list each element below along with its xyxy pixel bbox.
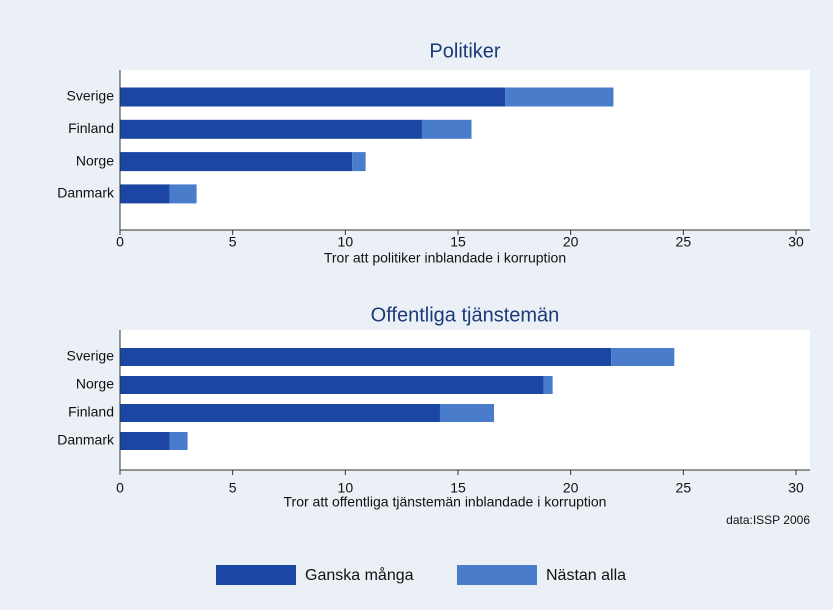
bar-segment [120,152,353,172]
x-tick-label: 30 [788,480,804,496]
chart-title: Offentliga tjänstemän [371,304,560,326]
bar-segment [611,348,675,366]
x-tick-label: 15 [450,234,466,250]
x-tick-label: 5 [229,234,237,250]
bar-segment [120,376,544,394]
bar-segment [439,404,495,422]
x-tick-label: 5 [229,480,237,496]
y-tick-label: Finland [68,120,114,136]
x-tick-label: 25 [676,234,692,250]
legend-swatch [216,565,296,585]
x-tick-label: 15 [450,480,466,496]
y-tick-label: Norge [76,152,114,168]
x-tick-label: 10 [338,480,354,496]
y-tick-label: Danmark [57,432,115,448]
x-tick-label: 0 [116,480,124,496]
y-tick-label: Sverige [67,348,115,364]
y-tick-label: Finland [68,404,114,420]
source-note: data:ISSP 2006 [726,513,810,527]
bar-segment [543,376,553,394]
bar-segment [120,87,506,107]
x-tick-label: 10 [338,234,354,250]
x-tick-label: 30 [788,234,804,250]
bar-segment [352,152,366,172]
bar-segment [120,432,170,450]
x-axis-label: Tror att politiker inblandade i korrupti… [324,250,566,266]
y-tick-label: Norge [76,376,114,392]
x-tick-label: 0 [116,234,124,250]
y-tick-label: Danmark [57,185,115,201]
bar-segment [169,184,197,204]
chart-title: Politiker [429,40,500,62]
bar-segment [421,119,472,139]
bar-segment [120,119,422,139]
x-tick-label: 20 [563,480,579,496]
bar-segment [169,432,188,450]
legend-swatch [457,565,537,585]
x-tick-label: 25 [676,480,692,496]
bar-segment [505,87,614,107]
legend-label: Ganska många [305,566,414,584]
y-tick-label: Sverige [67,88,115,104]
bar-segment [120,348,612,366]
legend-label: Nästan alla [546,567,626,584]
bar-segment [120,184,170,204]
bar-segment [120,404,440,422]
x-tick-label: 20 [563,234,579,250]
x-axis-label: Tror att offentliga tjänstemän inblandad… [284,494,607,510]
